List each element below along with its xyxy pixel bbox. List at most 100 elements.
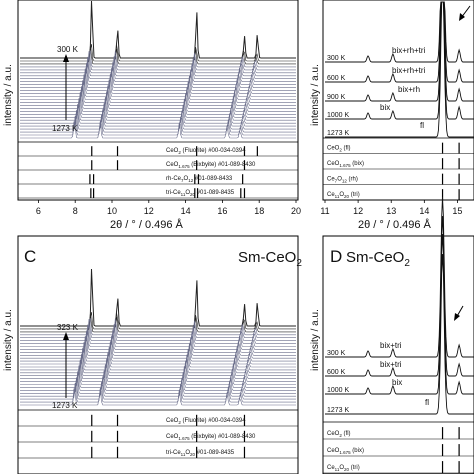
curve-temperature-label: 1000 K	[327, 387, 350, 394]
curve-temperature-label: 300 K	[327, 55, 346, 62]
temp-label-top: 323 K	[57, 323, 79, 332]
pattern-trace	[20, 382, 296, 400]
pattern-trace	[20, 121, 296, 139]
curve-temperature-label: 1273 K	[327, 407, 350, 414]
panel-bottom-right-frame	[322, 235, 474, 474]
panel-letter: D	[330, 247, 342, 266]
pattern-trace	[20, 62, 296, 79]
reference-patterns: CeO2 (fl) CeO1.675 (bix) Ce11O20 (tri)	[323, 427, 474, 474]
reference-label: CeO1.675 (bix)	[327, 448, 364, 455]
curve-phase-label: bix	[380, 103, 390, 112]
x-tick-label: 11	[320, 206, 329, 216]
curve-phase-label: bix+rh+tri	[392, 46, 426, 55]
x-tick-label: 10	[107, 206, 117, 216]
x-tick-label: 16	[217, 206, 227, 216]
curve-phase-label: bix	[392, 378, 402, 387]
waterfall-stack	[20, 268, 296, 406]
panel-bottom-right: CeO2 (fl) CeO1.675 (bix) Ce11O20 (tri) D S…	[310, 196, 474, 474]
pattern-trace	[20, 79, 296, 97]
arrow-head-icon	[63, 332, 69, 340]
panel-bottom-left: CeO2 (Fluorite) #00-034-0394 CeO1.675 (Bi…	[3, 235, 302, 474]
curve-labels: 300 K bix+rh+tri 600 K bix+rh+tri 900 K bix+r…	[327, 46, 426, 137]
pattern-trace	[20, 313, 296, 333]
temp-label-bottom: 1273 K	[52, 401, 78, 410]
arrow-head-icon	[454, 313, 460, 321]
x-axis-label: 2θ / ° / 0.496 Å	[110, 218, 184, 231]
curve-phase-label: bix+rh+tri	[392, 66, 426, 75]
x-tick-label: 15	[452, 206, 462, 216]
reference-patterns: CeO2 (fl) CeO1.675 (bix) Ce7O12 (rh) Ce11O2…	[323, 142, 474, 201]
x-tick-label: 18	[254, 206, 264, 216]
panel-letter: C	[24, 247, 36, 266]
x-axis-label: 2θ / ° / 0.496 Å	[358, 218, 432, 231]
pattern-trace	[20, 104, 296, 124]
pattern-trace	[20, 268, 296, 327]
panel-title: Sm-CeO2	[238, 249, 302, 269]
y-axis-label: intensity / a.u.	[310, 64, 321, 126]
curve-phase-label: fl	[425, 398, 429, 407]
temperature-curves	[325, 1, 474, 138]
temperature-curves	[325, 196, 474, 415]
panel-title: Sm-CeO2	[346, 249, 410, 269]
pattern-trace	[20, 116, 296, 136]
curve-phase-label: bix+tri	[380, 360, 402, 369]
arrow-head-icon	[63, 54, 69, 62]
pattern-trace	[20, 56, 296, 74]
pattern-trace	[20, 311, 296, 330]
temperature-curve	[325, 233, 474, 395]
reference-label: CeO1.675 (Bixbyite) #01-089-8430	[166, 434, 256, 441]
reference-label: CeO2 (fl)	[327, 431, 351, 438]
x-tick-label: 12	[353, 206, 363, 216]
temperature-curve	[325, 1, 474, 102]
y-axis-label: intensity / a.u.	[3, 309, 14, 371]
reference-patterns: CeO2 (Fluorite) #00-034-0394 CeO1.675 (Bi…	[18, 146, 298, 199]
temperature-curve	[325, 215, 474, 377]
panel-top-left: CeO2 (Fluorite) #00-034-0394 CeO1.675 (Bi…	[3, 0, 301, 231]
waterfall-stack	[20, 0, 296, 139]
x-axis-ticks: 6 8 10 12 14 16 18 20	[36, 200, 301, 216]
reference-label: Ce11O20 (tri)	[327, 465, 360, 472]
pattern-trace	[20, 329, 296, 347]
x-tick-label: 13	[386, 206, 396, 216]
curve-temperature-label: 600 K	[327, 75, 346, 82]
reference-label: CeO1.675 (bix)	[327, 161, 364, 168]
panel-top-right-frame	[322, 0, 474, 201]
panel-bottom-left-frame	[17, 235, 299, 474]
curve-phase-label: fl	[420, 121, 424, 130]
pattern-trace	[20, 110, 296, 130]
reference-label: Ce7O12 (rh)	[327, 177, 358, 184]
reference-label: CeO2 (fl)	[327, 146, 351, 153]
pattern-trace	[20, 388, 296, 406]
x-tick-label: 14	[181, 206, 191, 216]
curve-temperature-label: 900 K	[327, 94, 346, 101]
reference-label: CeO2 (Fluorite) #00-034-0394	[166, 418, 246, 425]
arrow-head-icon	[459, 13, 465, 21]
x-axis-ticks: 11 12 13 14 15	[320, 200, 462, 216]
curve-phase-label: bix+tri	[380, 341, 402, 350]
reference-label: Ce11O20 (tri)	[327, 192, 360, 199]
temperature-curve	[325, 1, 474, 83]
curve-temperature-label: 1000 K	[327, 112, 350, 119]
curve-labels: 300 K bix+tri 600 K bix+tri 1000 K bix 1273 K f…	[327, 341, 429, 414]
y-axis-label: intensity / a.u.	[310, 309, 321, 371]
x-tick-label: 20	[291, 206, 301, 216]
temperature-curve	[325, 1, 474, 63]
temp-label-top: 300 K	[57, 45, 79, 54]
reference-label: CeO2 (Fluorite) #00-034-0394	[166, 148, 246, 155]
temperature-curve	[325, 253, 474, 415]
x-tick-label: 8	[73, 206, 78, 216]
reference-label: rh-Ce7O12 #01-089-8433	[166, 176, 233, 183]
reference-label: tri-Ce11O20 #01-089-8435	[166, 190, 235, 197]
panel-top-right: CeO2 (fl) CeO1.675 (bix) Ce7O12 (rh) Ce11O2…	[310, 0, 474, 231]
curve-temperature-label: 600 K	[327, 369, 346, 376]
pattern-trace	[20, 67, 296, 85]
panel-top-left-frame	[17, 0, 299, 201]
curve-temperature-label: 300 K	[327, 350, 346, 357]
reference-patterns: CeO2 (Fluorite) #00-034-0394 CeO1.675 (Bi…	[18, 414, 298, 459]
pattern-trace	[20, 115, 296, 133]
y-axis-label: intensity / a.u.	[3, 64, 14, 126]
curve-temperature-label: 1273 K	[327, 130, 350, 137]
curve-phase-label: bix+rh	[398, 85, 420, 94]
temp-label-bottom: 1273 K	[52, 124, 78, 133]
